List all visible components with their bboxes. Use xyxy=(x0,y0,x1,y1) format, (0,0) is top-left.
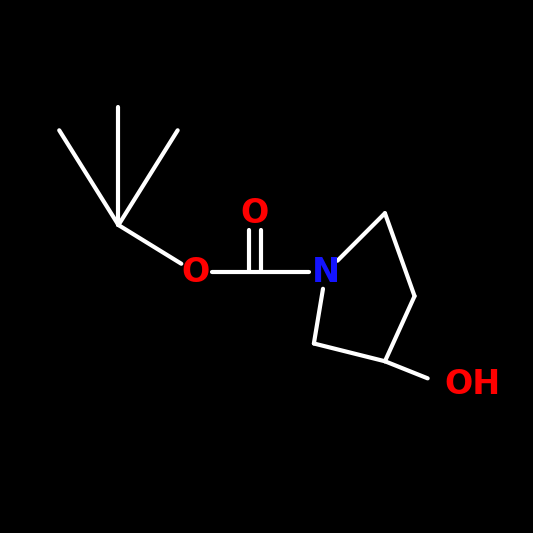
Text: O: O xyxy=(181,256,209,289)
Text: OH: OH xyxy=(444,368,500,401)
Text: O: O xyxy=(240,197,269,230)
Text: N: N xyxy=(312,256,340,289)
